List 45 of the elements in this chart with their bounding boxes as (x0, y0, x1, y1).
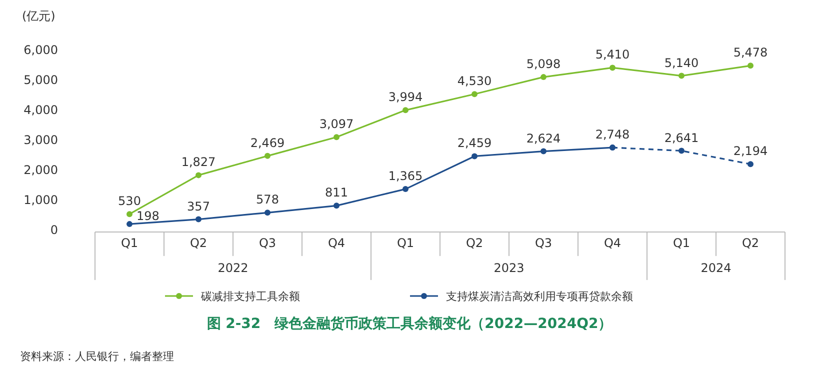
data-label: 3,994 (388, 90, 423, 104)
data-label: 3,097 (319, 117, 354, 132)
y-tick-label: 2,000 (24, 163, 58, 177)
legend-label: 支持煤炭清洁高效利用专项再贷款余额 (446, 290, 633, 303)
y-axis-title: (亿元) (22, 9, 56, 23)
data-label: 357 (187, 199, 210, 214)
data-label: 2,624 (526, 131, 561, 146)
data-label: 5,140 (664, 56, 699, 70)
y-tick-label: 3,000 (24, 133, 58, 147)
data-label: 1,365 (388, 169, 423, 184)
text: 2024 (700, 261, 732, 275)
legend-label: 碳减排支持工具余额 (200, 290, 300, 303)
x-tick-label: Q2 (466, 236, 484, 250)
text: 图 2-32 绿色金融货币政策工具余额变化（2022—2024Q2） (206, 315, 612, 332)
data-label: 5,098 (526, 57, 561, 72)
x-tick-label: Q3 (258, 236, 276, 250)
y-tick-label: 6,000 (24, 43, 58, 57)
data-label: 5,410 (595, 48, 630, 62)
text: 2022 (218, 261, 248, 275)
data-label: 2,459 (457, 136, 492, 150)
data-label: 5,478 (733, 46, 768, 60)
data-label: 578 (256, 192, 279, 207)
data-label: 530 (118, 194, 141, 208)
x-tick-label: Q4 (328, 236, 346, 250)
y-tick-label: 1,000 (24, 193, 58, 207)
data-label: 4,530 (457, 74, 492, 88)
text: 2023 (494, 261, 524, 275)
x-tick-label: Q2 (742, 236, 760, 250)
data-label: 2,748 (595, 128, 630, 142)
x-tick-label: Q1 (672, 236, 690, 250)
y-tick-label: 5,000 (24, 73, 58, 87)
x-tick-label: Q4 (604, 236, 622, 250)
x-tick-label: Q3 (534, 236, 552, 250)
text: 资料来源：人民银行，编者整理 (20, 350, 174, 363)
data-label: 198 (136, 209, 160, 224)
y-tick-label: 4,000 (24, 103, 58, 117)
data-label: 1,827 (181, 155, 216, 170)
x-tick-label: Q1 (120, 236, 138, 250)
data-label: 2,641 (664, 130, 699, 145)
data-label: 2,469 (250, 136, 285, 150)
data-label: 811 (325, 186, 348, 200)
data-label: 2,194 (733, 144, 768, 158)
y-tick-label: 0 (50, 223, 58, 237)
x-tick-label: Q1 (396, 236, 414, 250)
x-tick-label: Q2 (190, 236, 208, 250)
